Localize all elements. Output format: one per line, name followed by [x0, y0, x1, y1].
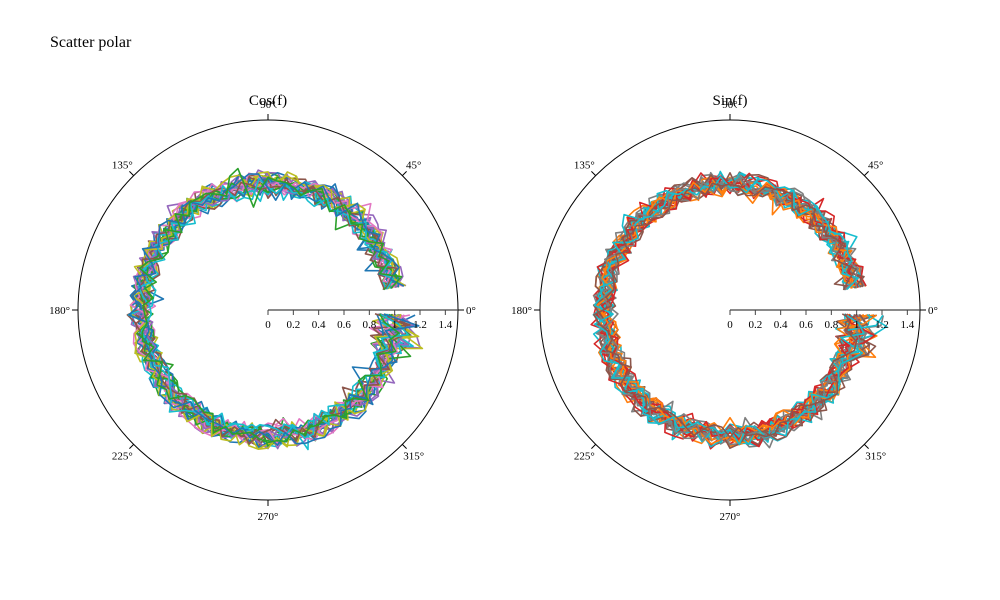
radial-tick-label: 0.2 — [286, 319, 300, 331]
polar-chart-sin: Sin(f) 0° 45° 90° 135° 180° 225° 270° 315° 0 0.2 0.… — [511, 93, 938, 523]
angular-tick-label: 45° — [868, 159, 883, 171]
angular-tick — [591, 171, 597, 177]
radial-tick-label: 0.8 — [362, 319, 376, 331]
series-line — [593, 176, 865, 446]
polar-chart-cos: Cos(f) 0° 45° 90° 135° 180° 225° 270° 315° 0 0.2 0.… — [49, 93, 476, 523]
radial-tick-label: 1.4 — [900, 319, 914, 331]
radial-tick-label: 0 — [265, 319, 271, 331]
angular-tick-label: 0° — [466, 305, 476, 317]
angular-tick-label: 270° — [720, 511, 741, 523]
series-line — [596, 177, 861, 442]
radial-tick-label: 1.2 — [413, 319, 427, 331]
radial-tick-label: 1 — [392, 319, 398, 331]
radial-tick-label: 0.6 — [799, 319, 813, 331]
angular-tick-label: 135° — [112, 159, 133, 171]
angular-tick-label: 180° — [49, 305, 70, 317]
radial-tick-label: 0.4 — [312, 319, 326, 331]
series-line — [139, 167, 403, 444]
page-title: Scatter polar — [50, 34, 132, 51]
angular-tick — [129, 171, 135, 177]
angular-tick-label: 45° — [406, 159, 421, 171]
radial-tick-label: 1.4 — [438, 319, 452, 331]
angular-tick-label: 225° — [112, 451, 133, 463]
angular-tick-label: 315° — [403, 451, 424, 463]
angular-tick-label: 180° — [511, 305, 532, 317]
radial-tick-label: 0.2 — [748, 319, 762, 331]
radial-tick-label: 0.8 — [824, 319, 838, 331]
angular-tick-label: 225° — [574, 451, 595, 463]
angular-tick — [863, 443, 869, 449]
angular-tick — [863, 171, 869, 177]
angular-tick — [401, 171, 407, 177]
angular-tick-label: 90° — [260, 99, 275, 111]
angular-tick — [401, 443, 407, 449]
series-line — [593, 182, 858, 438]
angular-tick — [591, 443, 597, 449]
radial-tick-label: 1 — [854, 319, 860, 331]
radial-tick-label: 1.2 — [875, 319, 889, 331]
radial-tick-label: 0.6 — [337, 319, 351, 331]
angular-tick-label: 315° — [865, 451, 886, 463]
angular-tick-label: 90° — [722, 99, 737, 111]
radial-tick-label: 0 — [727, 319, 733, 331]
radial-tick-label: 0.4 — [774, 319, 788, 331]
angular-tick-label: 135° — [574, 159, 595, 171]
angular-tick-label: 0° — [928, 305, 938, 317]
chart-subtitle: Cos(f) — [249, 93, 287, 109]
chart-subtitle: Sin(f) — [713, 93, 748, 109]
angular-tick-label: 270° — [258, 511, 279, 523]
angular-tick — [129, 443, 135, 449]
